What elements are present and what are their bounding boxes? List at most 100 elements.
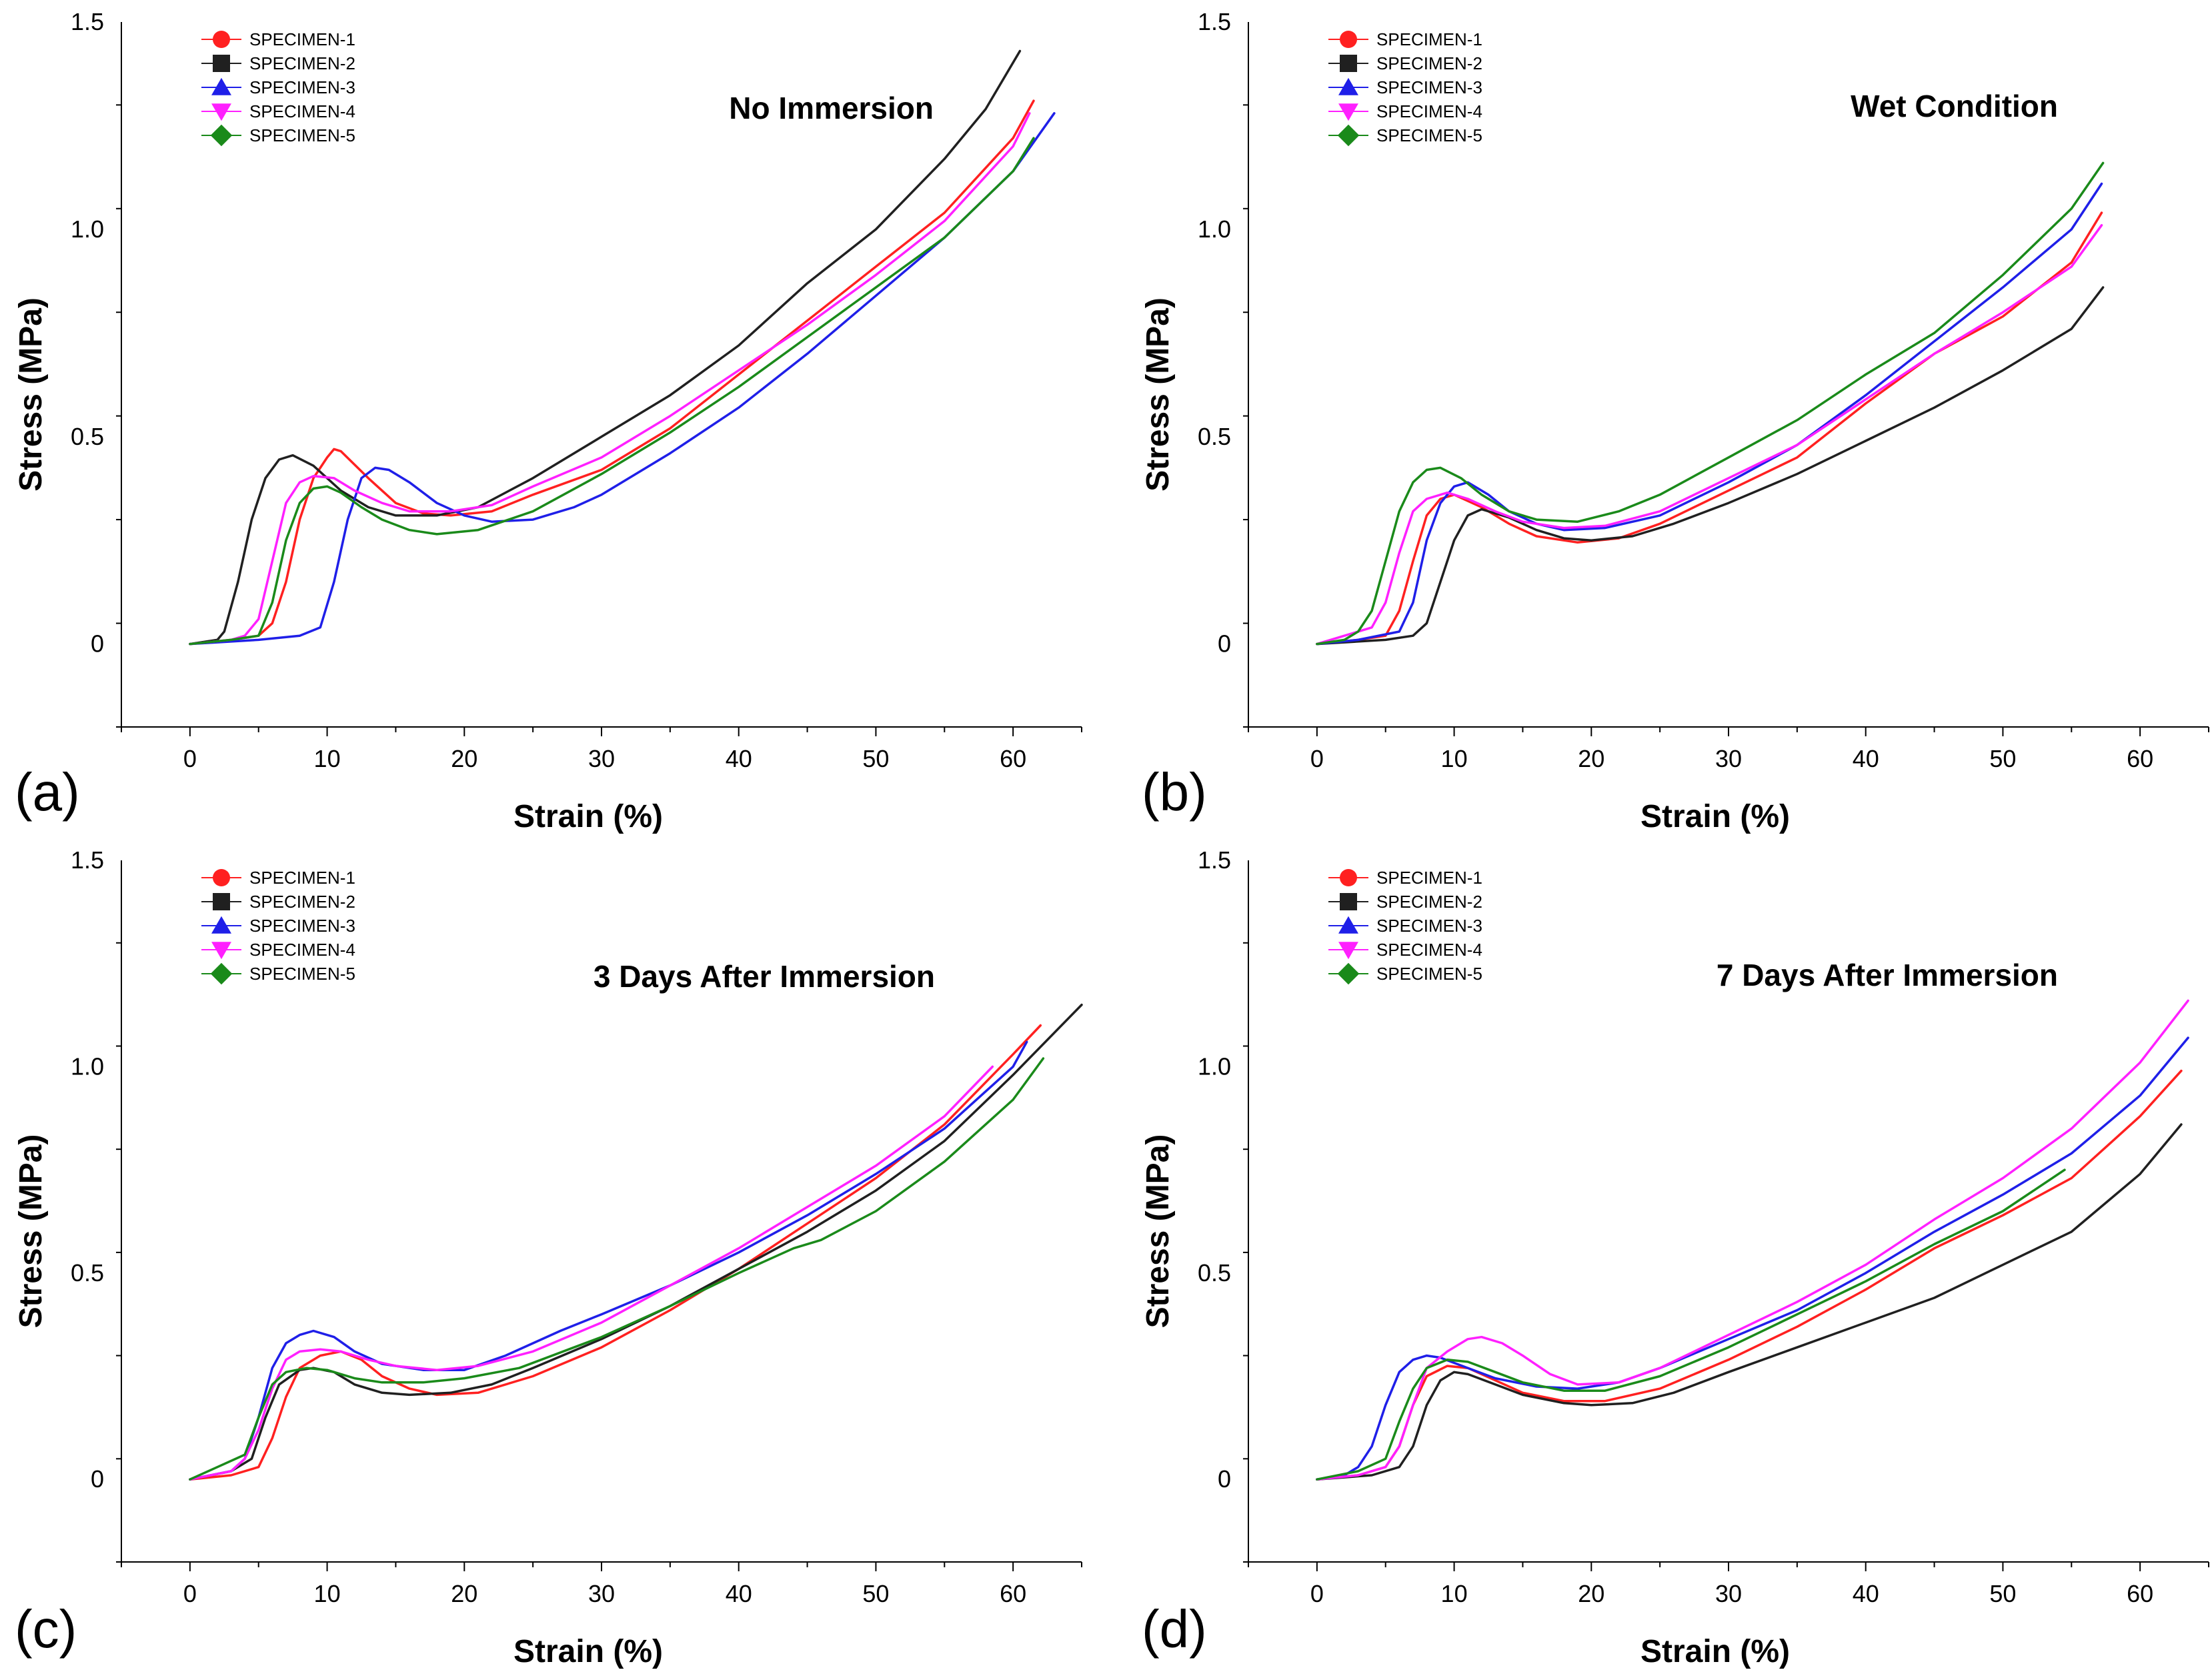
legend-marker-specimen-4	[1338, 103, 1358, 121]
chart-panel-2: 0 0.5 1.0 1.5 0 10 20 30 40 50 60 Strain (%) Stress …	[1140, 8, 2209, 834]
legend-marker-specimen-2	[1340, 893, 1357, 910]
panel-title: 3 Days After Immersion	[594, 959, 935, 994]
x-tick-label: 0	[183, 1580, 197, 1607]
series-line-specimen-1	[189, 99, 1035, 646]
x-tick-label: 40	[1853, 745, 1879, 772]
legend-marker-specimen-5	[210, 124, 233, 147]
y-tick-label: 0.5	[1198, 1259, 1231, 1287]
x-tick-label: 20	[451, 1580, 477, 1607]
y-tick-label: 1.5	[1198, 846, 1231, 874]
x-tick-label: 30	[588, 1580, 615, 1607]
panel-title: No Immersion	[729, 91, 934, 125]
series-line-specimen-2	[189, 49, 1022, 646]
legend-marker-specimen-1	[1340, 869, 1357, 886]
legend-label-specimen-4: SPECIMEN-4	[1376, 940, 1482, 960]
x-tick-label: 30	[1715, 1580, 1742, 1607]
legend-marker-specimen-1	[213, 869, 230, 886]
legend-label-specimen-5: SPECIMEN-5	[249, 125, 355, 145]
y-tick-label: 0	[1218, 630, 1231, 658]
y-tick-label: 0	[91, 630, 104, 658]
series-line-specimen-3	[1316, 1036, 2189, 1481]
legend-marker-specimen-3	[1338, 77, 1358, 95]
legend-label-specimen-1: SPECIMEN-1	[249, 29, 355, 49]
x-tick-label: 50	[1989, 1580, 2016, 1607]
legend-marker-specimen-3	[1338, 916, 1358, 934]
panel-label: (b)	[1142, 762, 1207, 822]
x-tick-label: 30	[1715, 745, 1742, 772]
panel-label: (a)	[15, 762, 80, 822]
legend-label-specimen-1: SPECIMEN-1	[1376, 29, 1482, 49]
series-line-specimen-1	[189, 1024, 1042, 1481]
legend-marker-specimen-2	[213, 55, 230, 72]
x-tick-label: 10	[314, 1580, 341, 1607]
legend-marker-specimen-1	[1340, 31, 1357, 48]
series-line-specimen-4	[1316, 999, 2189, 1481]
series-line-specimen-5	[1316, 1168, 2066, 1481]
x-tick-label: 20	[1578, 745, 1604, 772]
legend-label-specimen-4: SPECIMEN-4	[1376, 101, 1482, 121]
x-axis-title: Strain (%)	[1640, 799, 1790, 834]
legend-marker-specimen-4	[211, 103, 231, 121]
legend-marker-specimen-2	[1340, 55, 1357, 72]
x-tick-label: 60	[2127, 745, 2153, 772]
series-line-specimen-2	[189, 1003, 1083, 1481]
chart-panel-4: 0 0.5 1.0 1.5 0 10 20 30 40 50 60 Strain (%) Stress …	[1140, 846, 2209, 1669]
y-tick-label: 1.0	[71, 215, 104, 243]
x-axis-title: Strain (%)	[1640, 1634, 1790, 1669]
y-tick-label: 1.0	[1198, 215, 1231, 243]
x-tick-label: 20	[1578, 1580, 1604, 1607]
series-line-specimen-4	[1316, 223, 2103, 646]
legend-label-specimen-2: SPECIMEN-2	[1376, 892, 1482, 912]
legend-label-specimen-3: SPECIMEN-3	[249, 77, 355, 97]
legend-label-specimen-4: SPECIMEN-4	[249, 940, 355, 960]
series-line-specimen-3	[189, 112, 1056, 646]
series-line-specimen-4	[189, 1065, 994, 1481]
x-tick-label: 20	[451, 745, 477, 772]
panel-label: (c)	[15, 1599, 77, 1659]
series-line-specimen-3	[189, 1040, 1028, 1481]
legend-label-specimen-2: SPECIMEN-2	[249, 53, 355, 73]
x-axis-title: Strain (%)	[513, 1634, 663, 1669]
series-line-specimen-5	[1316, 161, 2105, 646]
y-tick-label: 0.5	[71, 423, 104, 450]
y-axis-title: Stress (MPa)	[1140, 297, 1176, 492]
x-tick-label: 40	[726, 745, 752, 772]
legend-marker-specimen-1	[213, 31, 230, 48]
x-tick-label: 10	[314, 745, 341, 772]
x-tick-label: 40	[726, 1580, 752, 1607]
legend-marker-specimen-5	[1337, 962, 1360, 985]
x-tick-label: 10	[1441, 1580, 1468, 1607]
x-tick-label: 60	[1000, 745, 1026, 772]
legend: SPECIMEN-1 SPECIMEN-2 SPECIMEN-3 SPECIMEN-4…	[1328, 868, 1482, 985]
x-tick-label: 50	[862, 745, 889, 772]
legend-label-specimen-5: SPECIMEN-5	[249, 964, 355, 984]
x-tick-label: 60	[2127, 1580, 2153, 1607]
x-tick-label: 0	[1310, 745, 1324, 772]
legend-marker-specimen-3	[211, 916, 231, 934]
y-tick-label: 1.0	[71, 1052, 104, 1080]
legend-label-specimen-5: SPECIMEN-5	[1376, 964, 1482, 984]
chart-panel-3: 0 0.5 1.0 1.5 0 10 20 30 40 50 60 Strain (%) Stress …	[13, 846, 1083, 1669]
y-axis-title: Stress (MPa)	[13, 297, 49, 492]
x-tick-label: 50	[1989, 745, 2016, 772]
legend-label-specimen-3: SPECIMEN-3	[1376, 916, 1482, 936]
y-axis-title: Stress (MPa)	[13, 1134, 49, 1329]
legend-label-specimen-2: SPECIMEN-2	[1376, 53, 1482, 73]
y-tick-label: 1.5	[71, 846, 104, 874]
legend-label-specimen-1: SPECIMEN-1	[1376, 868, 1482, 888]
x-tick-label: 30	[588, 745, 615, 772]
legend-marker-specimen-2	[213, 893, 230, 910]
legend-label-specimen-3: SPECIMEN-3	[249, 916, 355, 936]
x-tick-label: 0	[183, 745, 197, 772]
x-axis-title: Strain (%)	[513, 799, 663, 834]
y-tick-label: 0.5	[1198, 423, 1231, 450]
x-tick-label: 0	[1310, 1580, 1324, 1607]
y-tick-label: 1.5	[1198, 8, 1231, 35]
x-tick-label: 10	[1441, 745, 1468, 772]
legend: SPECIMEN-1 SPECIMEN-2 SPECIMEN-3 SPECIMEN-4…	[201, 29, 355, 147]
series-line-specimen-5	[189, 137, 1035, 646]
legend-label-specimen-3: SPECIMEN-3	[1376, 77, 1482, 97]
panel-title: Wet Condition	[1851, 89, 2058, 123]
